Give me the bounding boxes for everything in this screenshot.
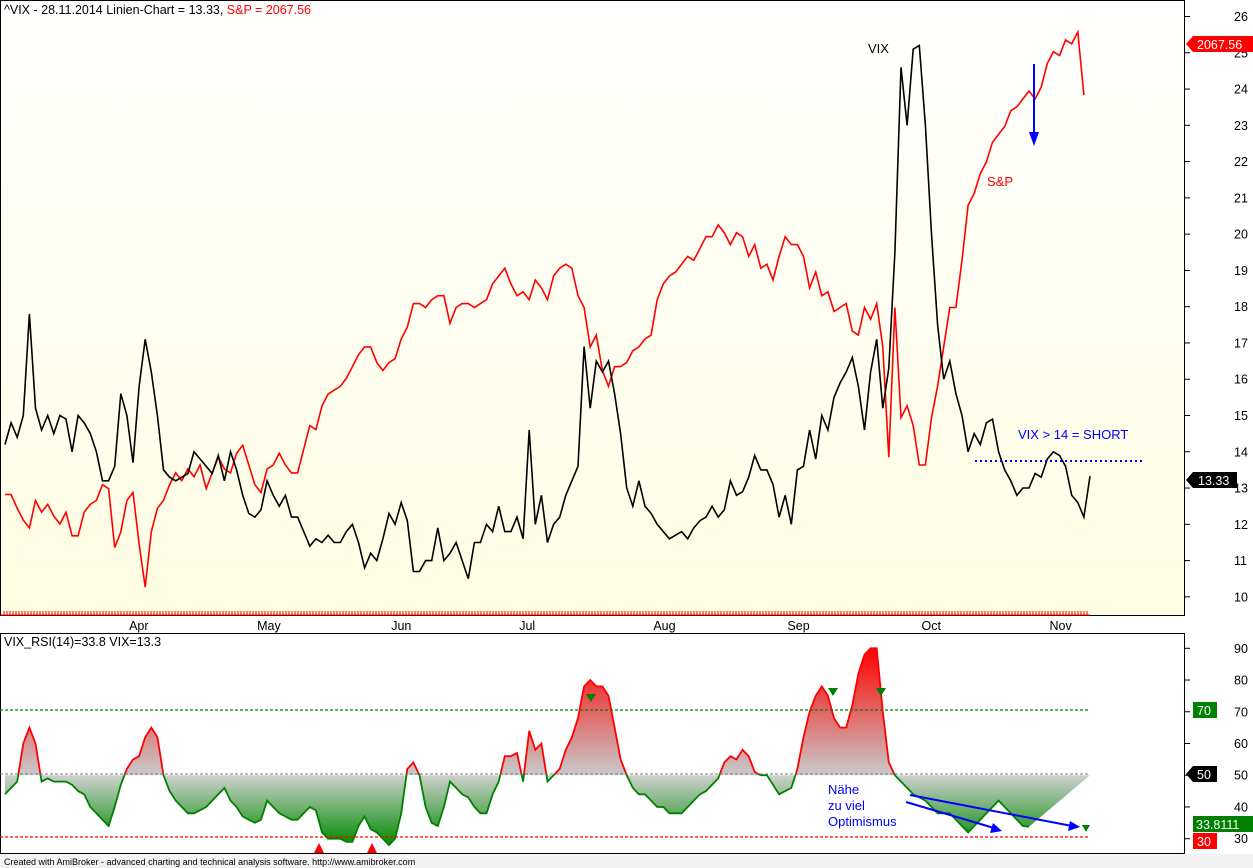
arrow-icon bbox=[909, 794, 1080, 831]
badge-rsi-text: 33.8111 bbox=[1196, 818, 1239, 832]
green-down-triangle-icon bbox=[876, 688, 886, 696]
rsi-y-tick-label: 90 bbox=[1234, 642, 1248, 656]
badge-50-text: 50 bbox=[1197, 768, 1211, 782]
rsi-y-tick-label: 60 bbox=[1234, 737, 1248, 751]
y-tick-label: 14 bbox=[1234, 445, 1248, 459]
footer-credit: Created with AmiBroker - advanced charti… bbox=[4, 857, 415, 867]
y-tick-label: 20 bbox=[1234, 228, 1248, 242]
signal-markers bbox=[314, 688, 1090, 853]
sp-badge-text: 2067.56 bbox=[1197, 38, 1242, 52]
title-sp: S&P = 2067.56 bbox=[227, 3, 311, 17]
optimism-note: Nähe zu viel Optimismus bbox=[828, 782, 897, 829]
rsi-50-badge: 50 bbox=[1186, 766, 1217, 782]
series-vix-line bbox=[4, 44, 1091, 579]
x-tick-label: Oct bbox=[922, 619, 942, 633]
x-axis-ticks bbox=[1, 611, 1090, 616]
title-vix: ^VIX - 28.11.2014 Linien-Chart = 13.33, bbox=[4, 3, 227, 17]
rsi-line-above-50 bbox=[17, 647, 896, 774]
rsi-panel-title: VIX_RSI(14)=33.8 VIX=13.3 bbox=[4, 635, 161, 649]
red-up-triangle-icon bbox=[367, 843, 377, 853]
rsi-value-badge: 33.8111 bbox=[1193, 816, 1253, 832]
rsi-y-axis: 30 40 50 60 70 80 90 70 50 33.8111 30 bbox=[1184, 642, 1253, 849]
y-tick-label: 12 bbox=[1234, 518, 1248, 532]
price-panel-background bbox=[0, 0, 1185, 616]
vix-value-badge: 13.33 bbox=[1186, 472, 1237, 488]
rsi-30-badge: 30 bbox=[1193, 833, 1217, 849]
red-up-triangle-icon bbox=[314, 843, 324, 853]
green-down-triangle-icon bbox=[586, 694, 596, 702]
x-tick-label: Nov bbox=[1050, 619, 1073, 633]
rsi-y-tick-label: 40 bbox=[1234, 800, 1248, 814]
note-line-2: zu viel bbox=[828, 798, 865, 813]
rsi-oversold-fill bbox=[5, 774, 1090, 846]
x-tick-label: Apr bbox=[129, 619, 148, 633]
note-line-1: Nähe bbox=[828, 782, 859, 797]
rsi-y-tick-label: 50 bbox=[1234, 769, 1248, 783]
rsi-y-tick-label: 80 bbox=[1234, 674, 1248, 688]
y-tick-label: 11 bbox=[1234, 554, 1247, 568]
rsi-panel: VIX_RSI(14)=33.8 VIX=13.3 Nähe zu viel O… bbox=[0, 633, 1185, 854]
price-chart-title: ^VIX - 28.11.2014 Linien-Chart = 13.33, … bbox=[4, 3, 311, 17]
rsi-y-tick-label: 30 bbox=[1234, 832, 1248, 846]
sp-value-badge: 2067.56 bbox=[1186, 36, 1253, 52]
x-tick-label: Sep bbox=[787, 619, 809, 633]
x-tick-label: Aug bbox=[653, 619, 675, 633]
y-tick-label: 13 bbox=[1234, 482, 1248, 496]
y-tick-label: 26 bbox=[1234, 10, 1248, 24]
green-down-triangle-icon bbox=[1082, 825, 1090, 832]
y-tick-label: 24 bbox=[1234, 83, 1248, 97]
x-axis-labels: Apr May Jun Jul Aug Sep Oct Nov bbox=[129, 619, 1072, 633]
down-arrow-icon bbox=[1029, 64, 1039, 146]
green-down-triangle-icon bbox=[828, 688, 838, 696]
note-line-3: Optimismus bbox=[828, 814, 897, 829]
price-panel: ^VIX - 28.11.2014 Linien-Chart = 13.33, … bbox=[0, 0, 1185, 633]
rsi-overbought-fill bbox=[18, 648, 895, 774]
y-tick-label: 16 bbox=[1234, 373, 1248, 387]
vix-badge-text: 13.33 bbox=[1198, 474, 1229, 488]
y-tick-label: 18 bbox=[1234, 300, 1248, 314]
y-tick-label: 22 bbox=[1234, 155, 1248, 169]
sp-line-label: S&P bbox=[987, 174, 1013, 189]
y-tick-label: 21 bbox=[1234, 191, 1248, 205]
badge-70-text: 70 bbox=[1197, 704, 1211, 718]
short-signal-annotation: VIX > 14 = SHORT bbox=[1018, 427, 1128, 442]
y-tick-label: 15 bbox=[1234, 409, 1248, 423]
badge-30-text: 30 bbox=[1197, 835, 1211, 849]
rsi-70-badge: 70 bbox=[1193, 702, 1217, 718]
x-tick-label: May bbox=[257, 619, 281, 633]
x-tick-label: Jun bbox=[391, 619, 411, 633]
y-tick-label: 10 bbox=[1234, 590, 1248, 604]
arrow-icon bbox=[905, 801, 1002, 833]
rsi-line-below-50 bbox=[4, 774, 1030, 847]
y-tick-label: 17 bbox=[1234, 336, 1248, 350]
y-tick-label: 23 bbox=[1234, 119, 1248, 133]
y-tick-label: 19 bbox=[1234, 264, 1248, 278]
rsi-y-tick-label: 70 bbox=[1234, 705, 1248, 719]
x-tick-label: Jul bbox=[519, 619, 535, 633]
vix-line-label: VIX bbox=[868, 41, 889, 56]
